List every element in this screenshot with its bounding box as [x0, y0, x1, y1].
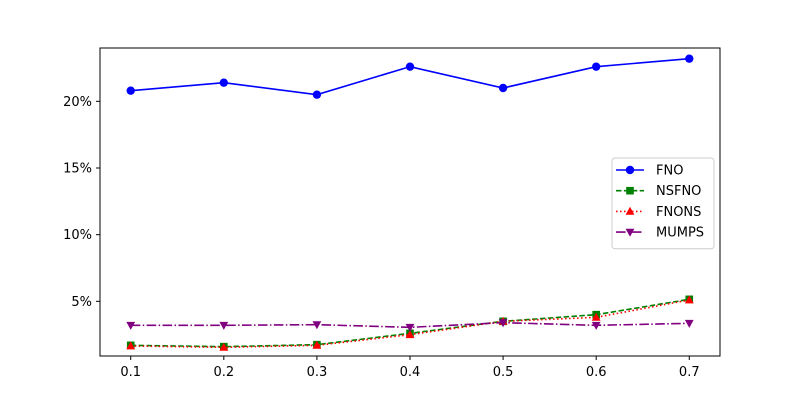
series-fnons — [126, 295, 694, 351]
x-tick-label: 0.6 — [586, 365, 607, 380]
data-point-fnons — [126, 341, 136, 350]
data-point-fno — [219, 78, 229, 87]
legend-marker-fno — [625, 165, 635, 175]
data-point-fno — [498, 83, 508, 93]
data-point-fnons — [684, 295, 694, 304]
series-line-fnons — [130, 299, 690, 349]
data-point-fnons — [219, 342, 229, 351]
data-point-fnons — [405, 330, 415, 339]
data-point-fno — [126, 86, 135, 95]
legend-label-fno: FNO — [656, 164, 683, 179]
x-tick-label: 0.7 — [679, 365, 700, 380]
data-point-fno — [685, 54, 694, 63]
y-tick-label: 15% — [63, 162, 92, 177]
data-point-fno — [591, 62, 601, 71]
legend-label-nsfno: NSFNO — [656, 184, 701, 199]
data-point-mumps — [684, 319, 694, 328]
y-tick-label: 5% — [71, 295, 92, 310]
legend-label-fnons: FNONS — [656, 205, 701, 220]
x-tick-label: 0.5 — [493, 365, 514, 380]
data-point-mumps — [126, 321, 136, 330]
data-point-mumps — [219, 321, 229, 330]
legend-marker-fnons — [625, 206, 635, 215]
x-tick-label: 0.2 — [213, 365, 234, 380]
legend-label-mumps: MUMPS — [656, 226, 704, 241]
series-mumps — [126, 319, 694, 332]
x-tick-label: 0.4 — [400, 365, 421, 380]
data-point-mumps — [312, 321, 322, 330]
data-point-mumps — [405, 323, 415, 332]
data-point-mumps — [591, 321, 601, 330]
y-tick-label: 20% — [63, 95, 92, 110]
y-tick-label: 10% — [63, 228, 92, 243]
data-point-fno — [312, 90, 322, 99]
axis-layer: 0.1 0.2 0.3 0.4 0.5 0.6 0.7 5% 10% 15% 20% — [63, 95, 700, 380]
legend-marker-nsfno — [626, 186, 634, 195]
data-point-fnons — [591, 312, 601, 321]
series-line-nsfno — [130, 298, 690, 348]
data-point-mumps — [498, 319, 508, 328]
legend-marker-mumps — [625, 228, 635, 237]
series-fno — [126, 54, 694, 99]
data-point-fnons — [312, 340, 322, 349]
series-layer — [126, 54, 694, 351]
legend-box — [611, 157, 715, 250]
data-point-fno — [405, 62, 415, 71]
x-tick-label: 0.3 — [307, 365, 328, 380]
legend: FNO NSFNO FNONS MUMPS — [611, 157, 715, 250]
series-nsfno — [126, 295, 694, 351]
x-tick-label: 0.1 — [120, 365, 141, 380]
